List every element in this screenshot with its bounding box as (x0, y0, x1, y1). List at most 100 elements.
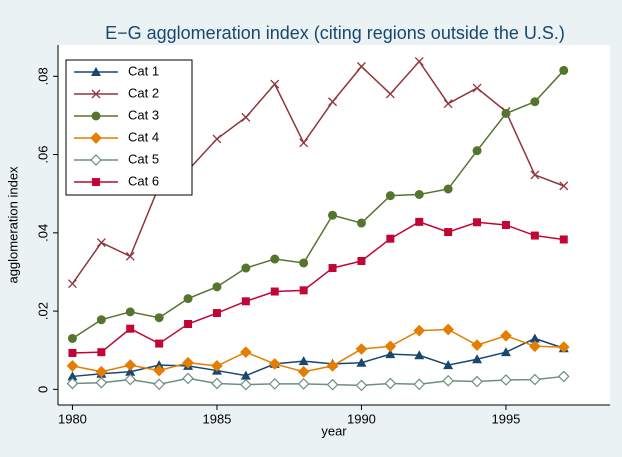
x-axis-label: year (321, 423, 347, 438)
marker (413, 324, 426, 337)
marker (443, 99, 453, 109)
marker (299, 138, 309, 148)
marker (67, 371, 78, 381)
x-tick-label: 1985 (202, 411, 231, 426)
marker (211, 360, 223, 372)
marker (154, 313, 164, 323)
marker (126, 324, 135, 333)
legend-label: Cat 5 (128, 151, 159, 166)
marker (240, 378, 252, 391)
legend-label: Cat 6 (128, 173, 159, 188)
marker (240, 370, 251, 380)
marker (212, 134, 222, 144)
legend-marker (91, 67, 101, 76)
legend-marker (91, 89, 101, 99)
marker (212, 309, 221, 318)
marker (125, 307, 135, 317)
marker (501, 221, 510, 229)
marker (444, 228, 453, 237)
marker (182, 356, 194, 369)
x-tick-label: 1980 (58, 411, 87, 426)
marker (356, 62, 366, 71)
marker (67, 333, 77, 343)
marker (500, 374, 512, 386)
marker (153, 378, 166, 391)
y-axis-label: agglomeration index (5, 166, 20, 284)
marker (268, 378, 281, 390)
marker (472, 146, 482, 156)
marker (326, 378, 339, 391)
marker (297, 378, 310, 390)
marker (96, 315, 106, 325)
marker (385, 349, 396, 359)
marker (298, 356, 309, 366)
y-tick-label: .08 (35, 67, 50, 85)
marker (384, 377, 397, 390)
marker (529, 373, 541, 386)
legend-marker (92, 178, 100, 186)
marker (66, 360, 79, 372)
marker (211, 377, 223, 390)
marker (415, 217, 424, 226)
marker (472, 83, 482, 93)
marker (559, 65, 569, 75)
marker (297, 365, 310, 378)
marker (414, 56, 424, 66)
marker (268, 358, 281, 370)
marker (559, 181, 569, 191)
marker (270, 79, 280, 89)
marker (500, 329, 512, 342)
marker (270, 287, 279, 296)
marker (125, 366, 136, 376)
marker (66, 377, 79, 390)
y-tick-label: .06 (35, 146, 50, 164)
chart-title: E−G agglomeration index (citing regions … (105, 23, 565, 43)
marker (95, 376, 108, 389)
legend-label: Cat 2 (128, 85, 159, 100)
x-tick-label: 1995 (491, 411, 520, 426)
marker (328, 97, 338, 107)
marker (95, 365, 108, 378)
marker (559, 235, 568, 244)
marker (500, 347, 511, 357)
marker (385, 191, 395, 201)
legend-marker (90, 132, 102, 144)
marker (154, 360, 165, 370)
marker (414, 350, 425, 360)
y-tick-label: .02 (35, 302, 50, 320)
legend-label: Cat 1 (128, 63, 159, 78)
marker (442, 374, 455, 387)
marker (184, 320, 193, 328)
marker (443, 184, 453, 194)
marker (299, 258, 309, 268)
marker (386, 234, 395, 243)
marker (384, 340, 397, 353)
series-line (72, 69, 565, 340)
marker (471, 375, 483, 388)
marker (355, 379, 368, 392)
legend-label: Cat 4 (128, 129, 159, 144)
marker (153, 364, 166, 377)
marker (529, 333, 540, 343)
marker (96, 238, 106, 248)
series-line (72, 221, 564, 354)
marker (501, 108, 511, 118)
marker (557, 370, 570, 383)
marker (356, 218, 366, 228)
marker (326, 360, 339, 372)
legend-marker (91, 111, 101, 121)
marker (356, 357, 367, 367)
marker (241, 263, 251, 273)
marker (270, 254, 280, 264)
marker (530, 231, 539, 240)
marker (124, 359, 137, 371)
marker (355, 343, 368, 355)
legend-box (65, 59, 193, 196)
marker (530, 170, 540, 180)
marker (299, 286, 308, 295)
marker (471, 339, 483, 351)
marker (442, 323, 455, 336)
y-tick-label: .04 (35, 224, 50, 242)
marker (67, 279, 77, 289)
